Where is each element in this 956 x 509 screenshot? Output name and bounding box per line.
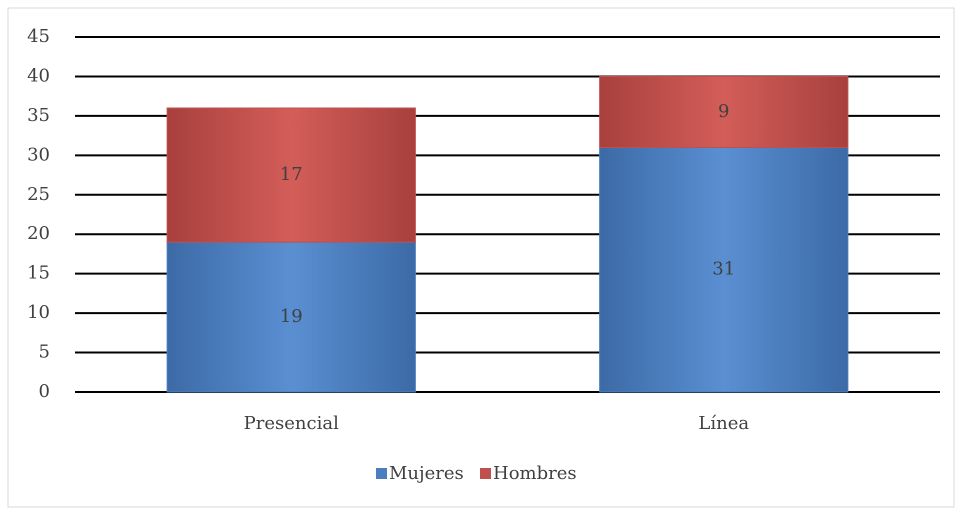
y-tick-label: 5 xyxy=(39,342,50,363)
y-tick-label: 20 xyxy=(27,223,50,244)
data-label: 9 xyxy=(718,101,729,122)
data-label: 19 xyxy=(280,306,303,327)
data-label: 31 xyxy=(712,259,735,280)
bar-segment xyxy=(166,241,416,393)
y-tick-label: 30 xyxy=(27,144,50,165)
y-tick-label: 0 xyxy=(39,381,50,402)
y-tick-label: 45 xyxy=(27,26,50,47)
bar-segment xyxy=(599,75,849,148)
legend-label: Hombres xyxy=(493,463,577,484)
y-tick-label: 15 xyxy=(27,263,50,284)
y-tick-label: 25 xyxy=(27,184,50,205)
x-tick-label: Presencial xyxy=(244,413,339,434)
bar-segment xyxy=(166,107,416,243)
legend-swatch xyxy=(480,468,491,479)
y-tick-label: 40 xyxy=(27,65,50,86)
legend-label: Mujeres xyxy=(389,463,464,484)
data-label: 17 xyxy=(280,164,303,185)
x-tick-label: Línea xyxy=(698,413,749,434)
y-tick-label: 10 xyxy=(27,302,50,323)
legend-swatch xyxy=(376,468,387,479)
bar-segment xyxy=(599,146,849,393)
y-tick-label: 35 xyxy=(27,105,50,126)
